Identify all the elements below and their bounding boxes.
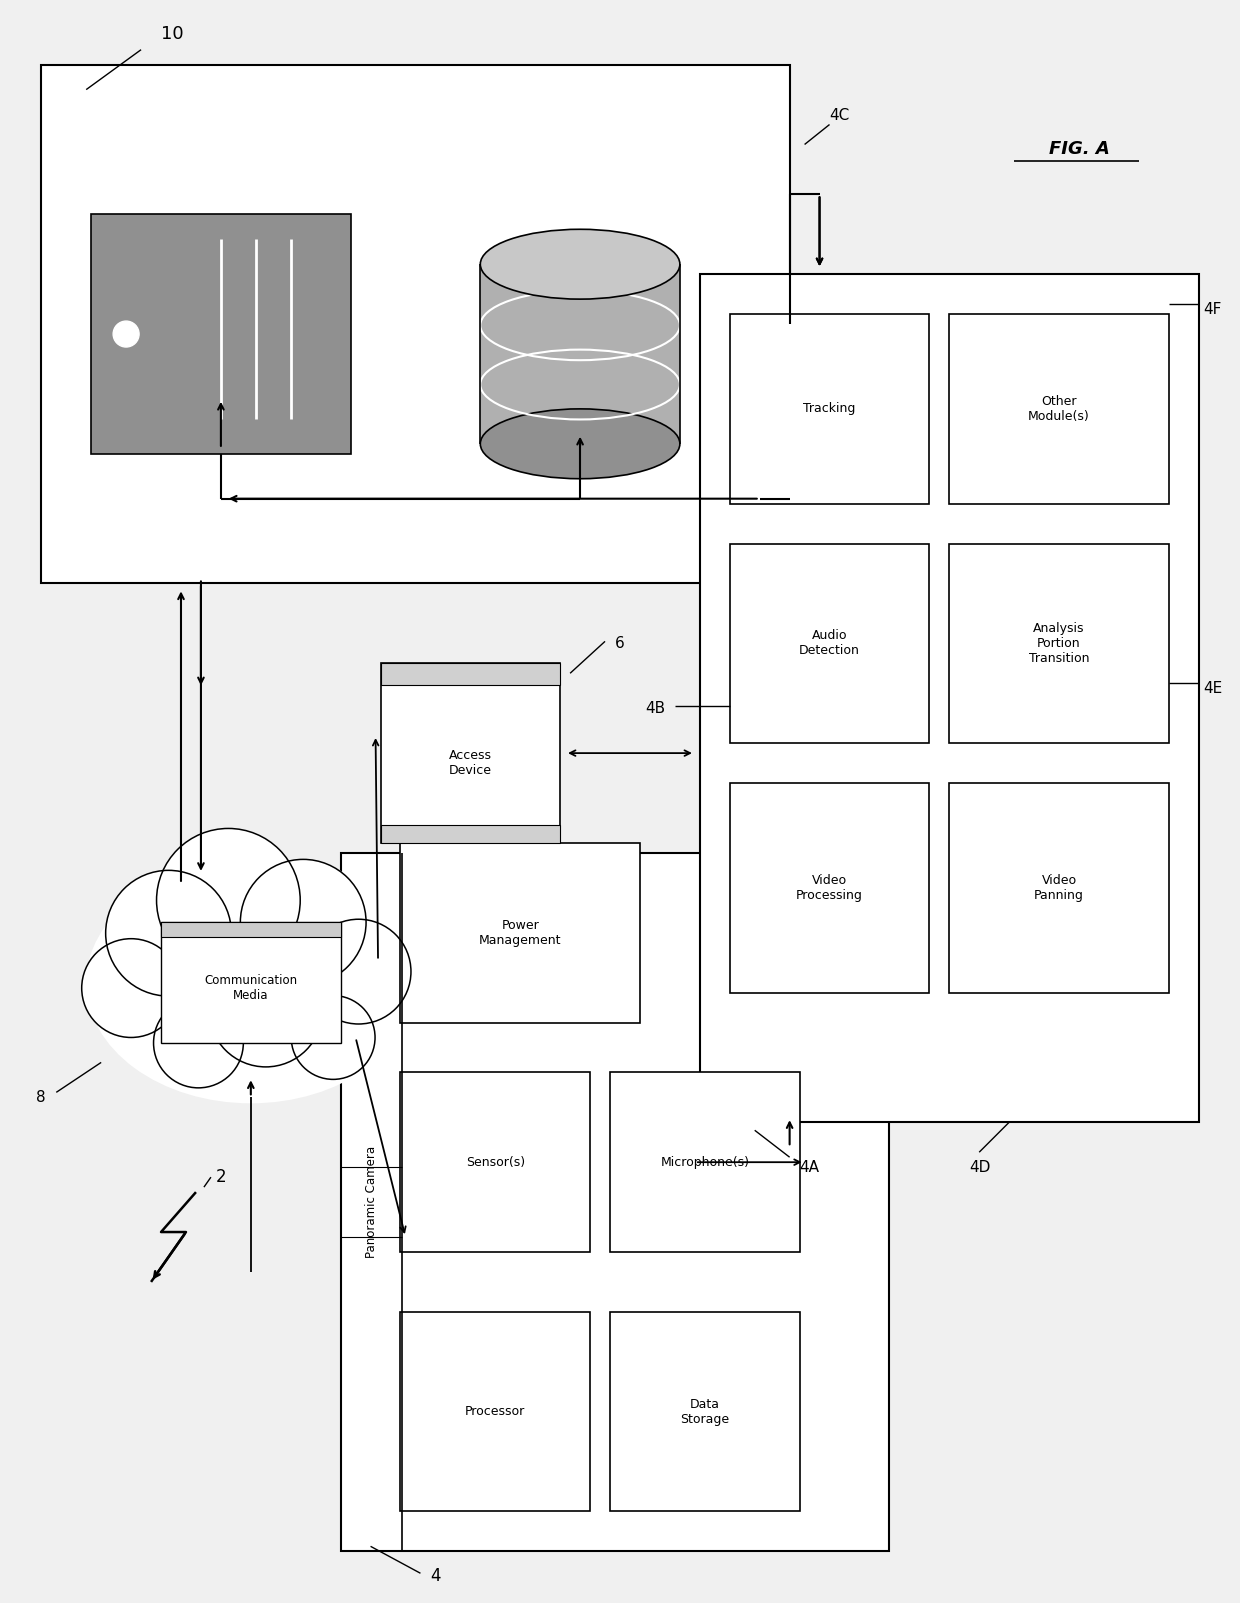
Bar (401, 843, 640, 1023)
Text: Access
Device: Access Device (449, 749, 492, 777)
Circle shape (241, 859, 366, 986)
Circle shape (156, 829, 300, 971)
Text: Data
Storage: Data Storage (681, 1398, 729, 1425)
Text: Video
Panning: Video Panning (1034, 874, 1084, 902)
Bar (730, 543, 929, 744)
Bar (480, 264, 680, 444)
Bar (341, 853, 889, 1552)
Bar (381, 664, 560, 843)
Bar (381, 826, 560, 843)
Text: Microphone(s): Microphone(s) (661, 1156, 749, 1169)
Text: 4: 4 (430, 1568, 441, 1585)
Bar (401, 1072, 590, 1252)
Bar (950, 314, 1169, 503)
Bar (610, 1072, 800, 1252)
Text: Processor: Processor (465, 1406, 526, 1419)
Text: 4B: 4B (645, 701, 665, 717)
Text: Video
Processing: Video Processing (796, 874, 863, 902)
Text: Audio
Detection: Audio Detection (799, 630, 861, 657)
Bar (730, 314, 929, 503)
Circle shape (113, 321, 139, 346)
Text: 8: 8 (36, 1090, 46, 1106)
Bar (161, 922, 341, 1044)
Text: 4C: 4C (830, 107, 849, 122)
Text: 6: 6 (615, 636, 625, 651)
Bar (161, 922, 341, 938)
Ellipse shape (480, 229, 680, 300)
Text: 4D: 4D (970, 1161, 991, 1175)
Ellipse shape (480, 409, 680, 479)
Text: 2: 2 (216, 1169, 227, 1186)
Circle shape (154, 999, 243, 1088)
Bar (950, 782, 1169, 992)
Circle shape (82, 939, 181, 1037)
Text: 4E: 4E (1204, 681, 1223, 696)
Bar (401, 1311, 590, 1512)
Bar (92, 215, 351, 454)
Text: Communication
Media: Communication Media (205, 973, 298, 1002)
Circle shape (208, 954, 322, 1068)
Circle shape (291, 995, 374, 1079)
Text: 10: 10 (161, 24, 184, 43)
Text: FIG. A: FIG. A (1049, 141, 1110, 159)
Bar (610, 1311, 800, 1512)
Circle shape (306, 919, 410, 1024)
Bar (41, 64, 790, 583)
Bar (699, 274, 1199, 1122)
Circle shape (105, 870, 232, 995)
Text: 4A: 4A (800, 1161, 820, 1175)
Text: Power
Management: Power Management (479, 919, 562, 947)
Text: Panoramic Camera: Panoramic Camera (365, 1146, 378, 1258)
Bar (381, 664, 560, 684)
Text: Analysis
Portion
Transition: Analysis Portion Transition (1029, 622, 1089, 665)
Bar (730, 782, 929, 992)
Bar (950, 543, 1169, 744)
Text: Tracking: Tracking (804, 402, 856, 415)
Text: Sensor(s): Sensor(s) (466, 1156, 525, 1169)
Ellipse shape (87, 862, 415, 1103)
Text: 4F: 4F (1204, 301, 1223, 317)
Text: Other
Module(s): Other Module(s) (1028, 394, 1090, 423)
